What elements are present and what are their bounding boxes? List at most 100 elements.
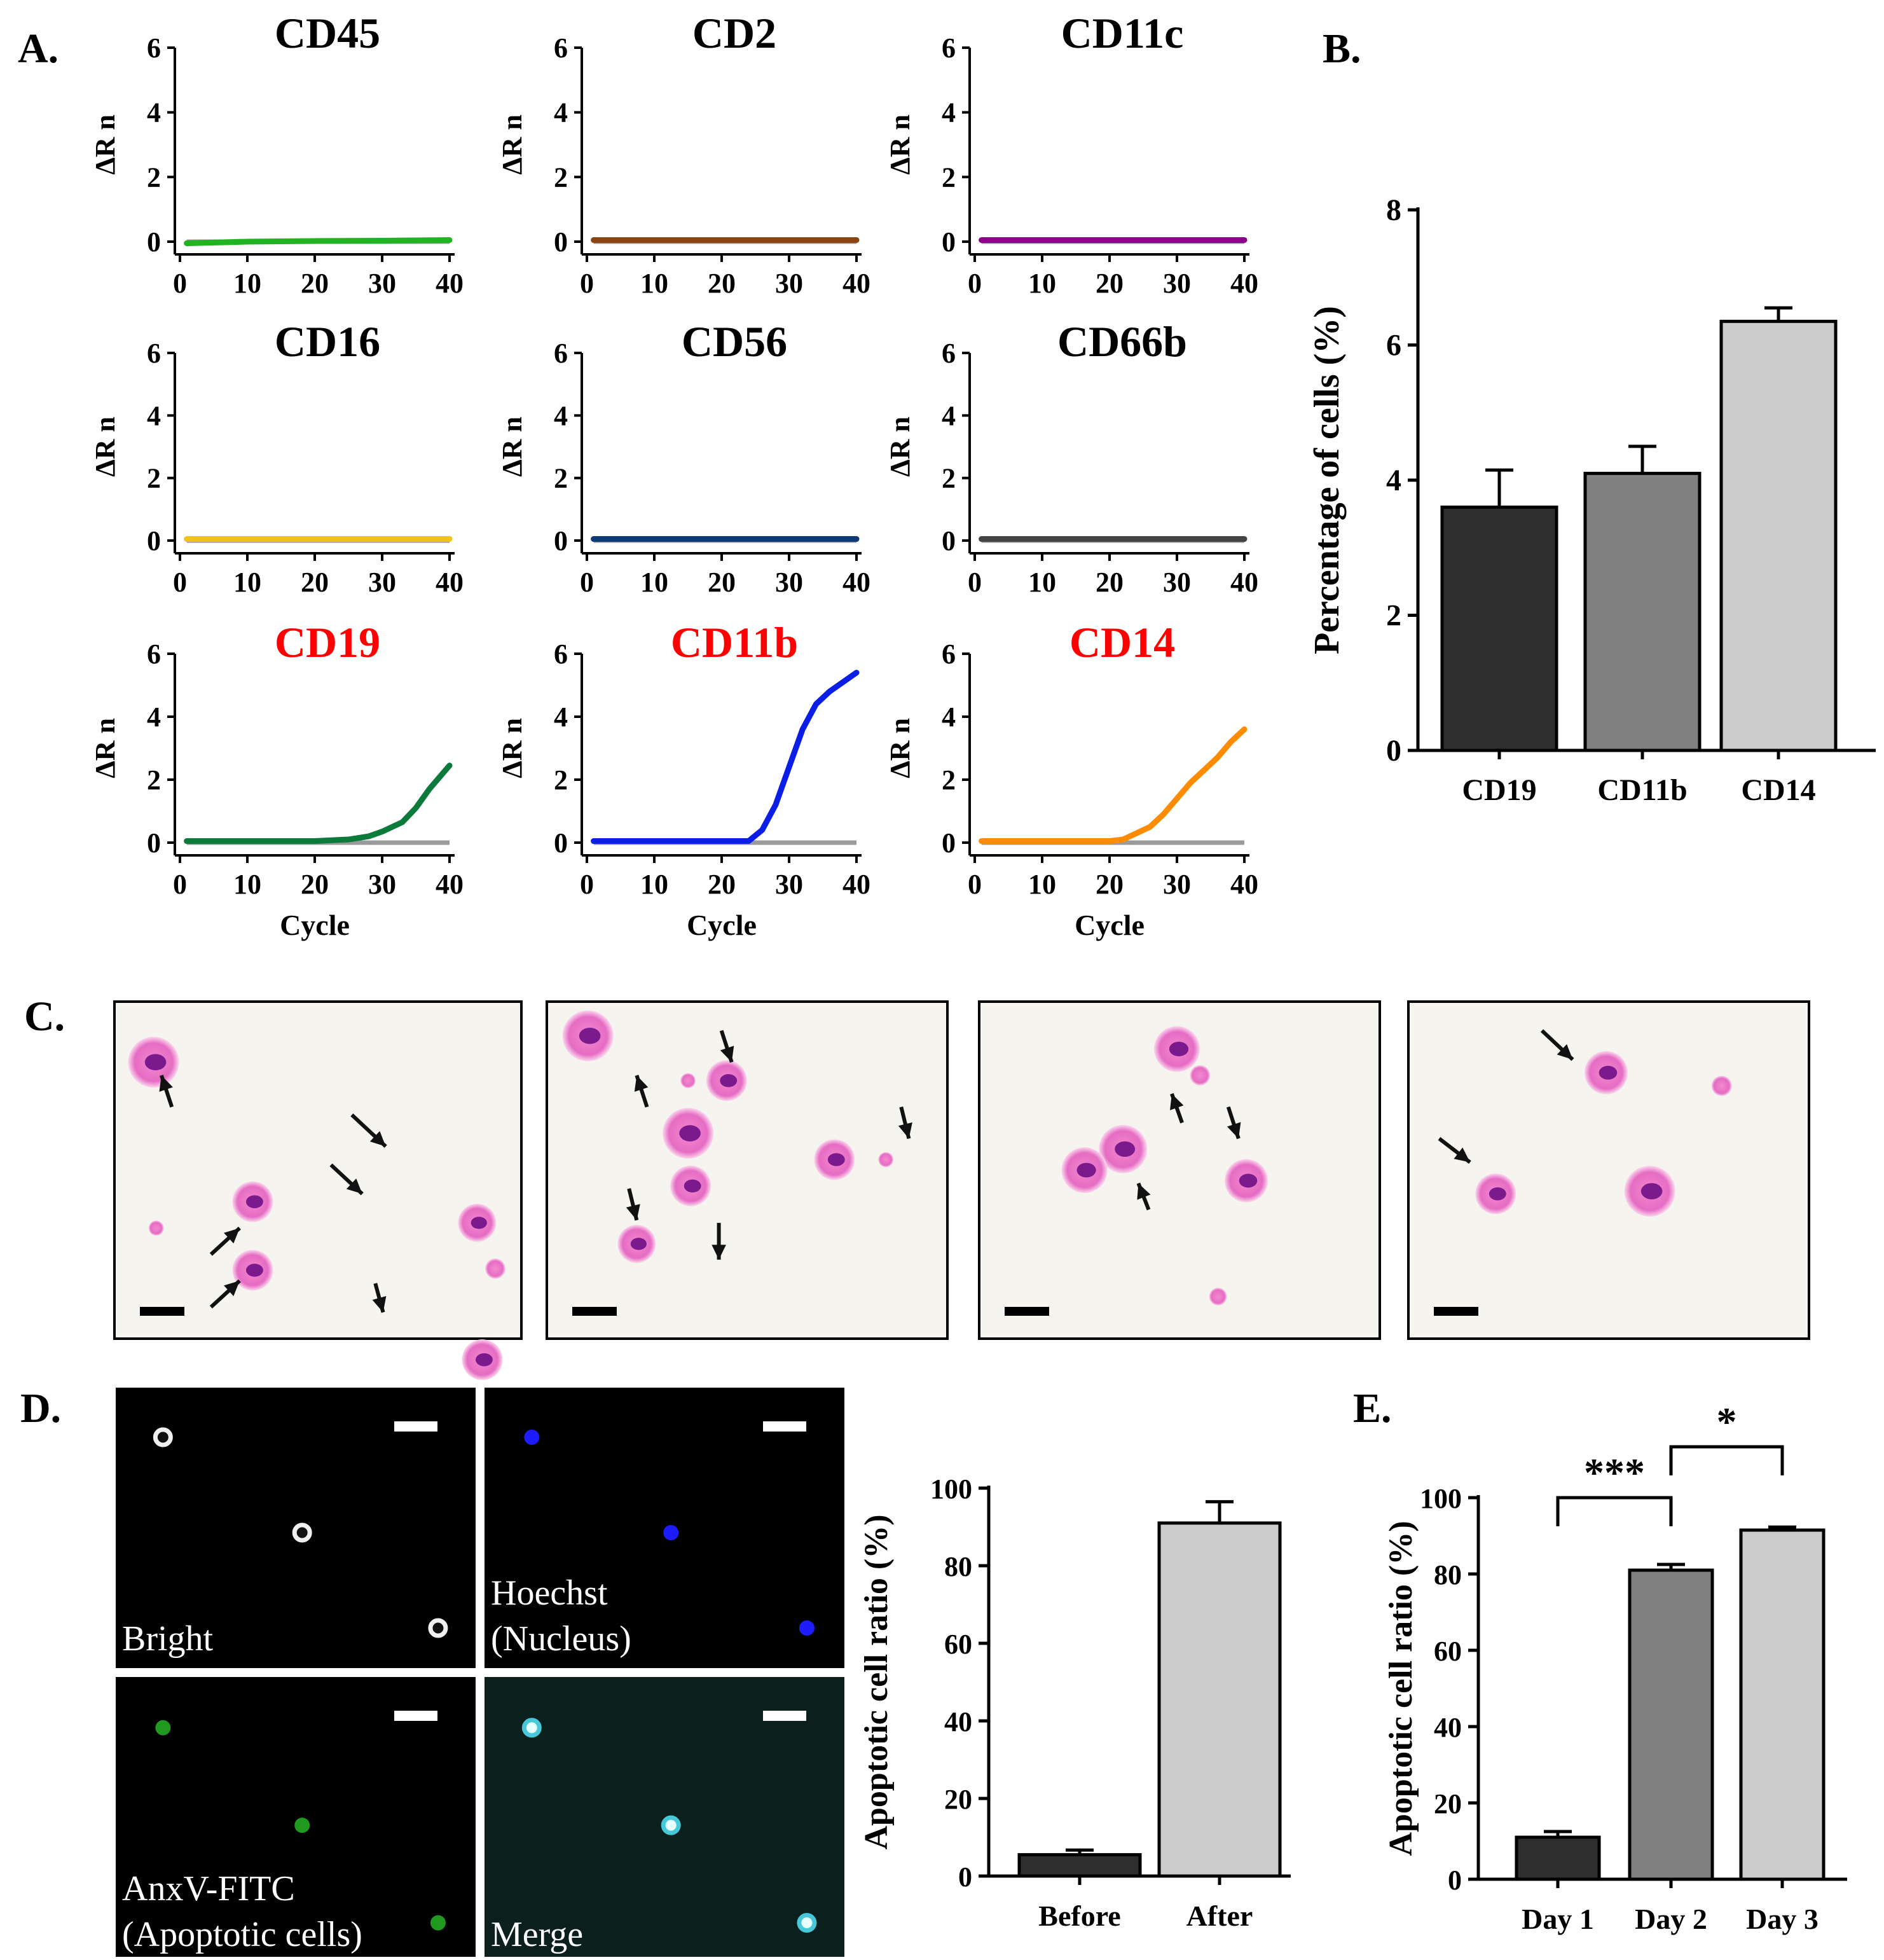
x-tick-label: 30 — [368, 869, 396, 900]
amplification-plot-cd16: 0 2 4 6 0 10 20 30 40 ΔR n CD16 — [90, 317, 464, 598]
x-tick-label: 0 — [580, 268, 594, 299]
cell-nucleus — [471, 1217, 487, 1229]
y-tick-label: 2 — [554, 764, 568, 796]
pointer-arrow-head — [720, 1046, 734, 1063]
x-tick-label: 20 — [301, 567, 329, 598]
scale-bar — [1434, 1307, 1478, 1316]
x-tick-label: 30 — [1163, 268, 1191, 299]
x-axis-label: Cycle — [1075, 909, 1145, 941]
micrograph-4 — [1407, 1000, 1810, 1340]
panel-c — [113, 1000, 1810, 1435]
scale-bar — [394, 1421, 437, 1432]
y-tick-label: 100 — [1420, 1483, 1462, 1514]
micrograph-2 — [546, 1000, 949, 1340]
stained-cell — [1209, 1287, 1227, 1306]
bar-after — [1157, 1521, 1282, 1878]
x-tick-label: 30 — [775, 268, 803, 299]
x-tick-label: 40 — [842, 268, 870, 299]
plot-title: CD66b — [1057, 317, 1187, 366]
category-label: Before — [1038, 1900, 1120, 1932]
y-axis-label: ΔR n — [884, 417, 916, 477]
cell-nucleus — [630, 1238, 647, 1250]
y-tick-label: 40 — [944, 1706, 972, 1737]
x-axis-label: Cycle — [687, 909, 757, 941]
amplification-curve — [184, 237, 453, 247]
x-tick-label: 10 — [233, 268, 261, 299]
x-tick-label: 0 — [173, 268, 187, 299]
y-tick-label: 4 — [1386, 464, 1401, 497]
plot-title: CD56 — [682, 317, 787, 366]
cell-nucleus — [1640, 1183, 1663, 1199]
y-tick-label: 4 — [147, 400, 161, 431]
pointer-arrow-head — [369, 1131, 386, 1147]
panel-label-a: A. — [18, 25, 58, 72]
panel-label-c: C. — [24, 993, 65, 1040]
plot-title: CD14 — [1069, 618, 1175, 666]
y-tick-label: 2 — [942, 764, 956, 796]
y-tick-label: 4 — [942, 97, 956, 128]
channel-label: Hoechst — [491, 1573, 608, 1613]
y-axis-label: ΔR n — [884, 114, 916, 175]
amplification-curve — [591, 670, 860, 845]
x-tick-label: 30 — [775, 869, 803, 900]
x-tick-label: 40 — [1230, 268, 1258, 299]
channel-label: (Nucleus) — [491, 1619, 631, 1659]
image-frame — [113, 1674, 478, 1960]
y-tick-label: 0 — [942, 525, 956, 556]
significance-label: *** — [1584, 1450, 1645, 1495]
x-tick-label: 0 — [968, 869, 982, 900]
fluorescent-cell — [521, 1718, 542, 1738]
pointer-arrow-head — [1227, 1122, 1241, 1139]
channel-label: (Apoptotic cells) — [122, 1915, 362, 1954]
y-axis-label: Apoptotic cell ratio (%) — [858, 1514, 895, 1849]
y-tick-label: 4 — [942, 701, 956, 733]
cell-nucleus — [827, 1153, 845, 1166]
x-tick-label: 30 — [775, 567, 803, 598]
y-tick-label: 0 — [958, 1861, 972, 1893]
x-tick-label: 40 — [1230, 869, 1258, 900]
y-tick-label: 20 — [1434, 1788, 1462, 1819]
amplification-plot-cd11c: 0 2 4 6 0 10 20 30 40 ΔR n CD11c — [884, 9, 1258, 299]
y-tick-label: 4 — [147, 701, 161, 733]
x-tick-label: 10 — [1028, 869, 1056, 900]
amplification-plot-cd14: 0 2 4 6 0 10 20 30 40 ΔR n Cycle CD14 — [884, 618, 1258, 941]
micrograph-frame — [546, 1000, 949, 1340]
y-axis-label: ΔR n — [90, 718, 121, 778]
y-axis-label: ΔR n — [497, 718, 528, 778]
y-tick-label: 2 — [147, 764, 161, 796]
y-tick-label: 4 — [942, 400, 956, 431]
x-tick-label: 0 — [968, 268, 982, 299]
x-tick-label: 0 — [968, 567, 982, 598]
category-label: Day 2 — [1635, 1903, 1707, 1935]
fluorescent-cell — [292, 1522, 312, 1543]
y-tick-label: 6 — [554, 32, 568, 64]
micrograph-frame — [113, 1000, 523, 1340]
pointer-arrow-head — [346, 1178, 362, 1194]
y-tick-label: 0 — [942, 827, 956, 859]
panel-b: 0 2 4 6 8 CD19 CD11b CD14 Percentage of cells (%… — [1307, 193, 1876, 807]
y-tick-label: 4 — [147, 97, 161, 128]
y-tick-label: 4 — [554, 400, 568, 431]
micrograph-3 — [978, 1000, 1381, 1340]
pointer-arrow-head — [224, 1228, 240, 1244]
bar-day-1 — [1515, 1835, 1601, 1881]
y-tick-label: 80 — [1434, 1559, 1462, 1591]
pointer-arrow-head — [159, 1075, 173, 1092]
fluorescent-cell — [153, 1427, 173, 1447]
y-tick-label: 6 — [554, 638, 568, 670]
bar-day-3 — [1739, 1528, 1826, 1881]
cell-nucleus — [245, 1195, 263, 1208]
channel-label: Merge — [491, 1915, 583, 1954]
cell-nucleus — [476, 1353, 493, 1367]
y-tick-label: 2 — [1386, 599, 1401, 633]
cell-nucleus — [1489, 1187, 1506, 1201]
amplification-plot-cd45: 0 2 4 6 0 10 20 30 40 ΔR n CD45 — [90, 9, 464, 299]
y-tick-label: 0 — [147, 525, 161, 556]
panel-label-b: B. — [1323, 25, 1361, 72]
cell-nucleus — [1076, 1163, 1096, 1178]
x-axis-label: Cycle — [280, 909, 350, 941]
y-tick-label: 0 — [1448, 1865, 1462, 1896]
significance-label: * — [1717, 1399, 1737, 1444]
plot-title: CD2 — [692, 9, 776, 57]
